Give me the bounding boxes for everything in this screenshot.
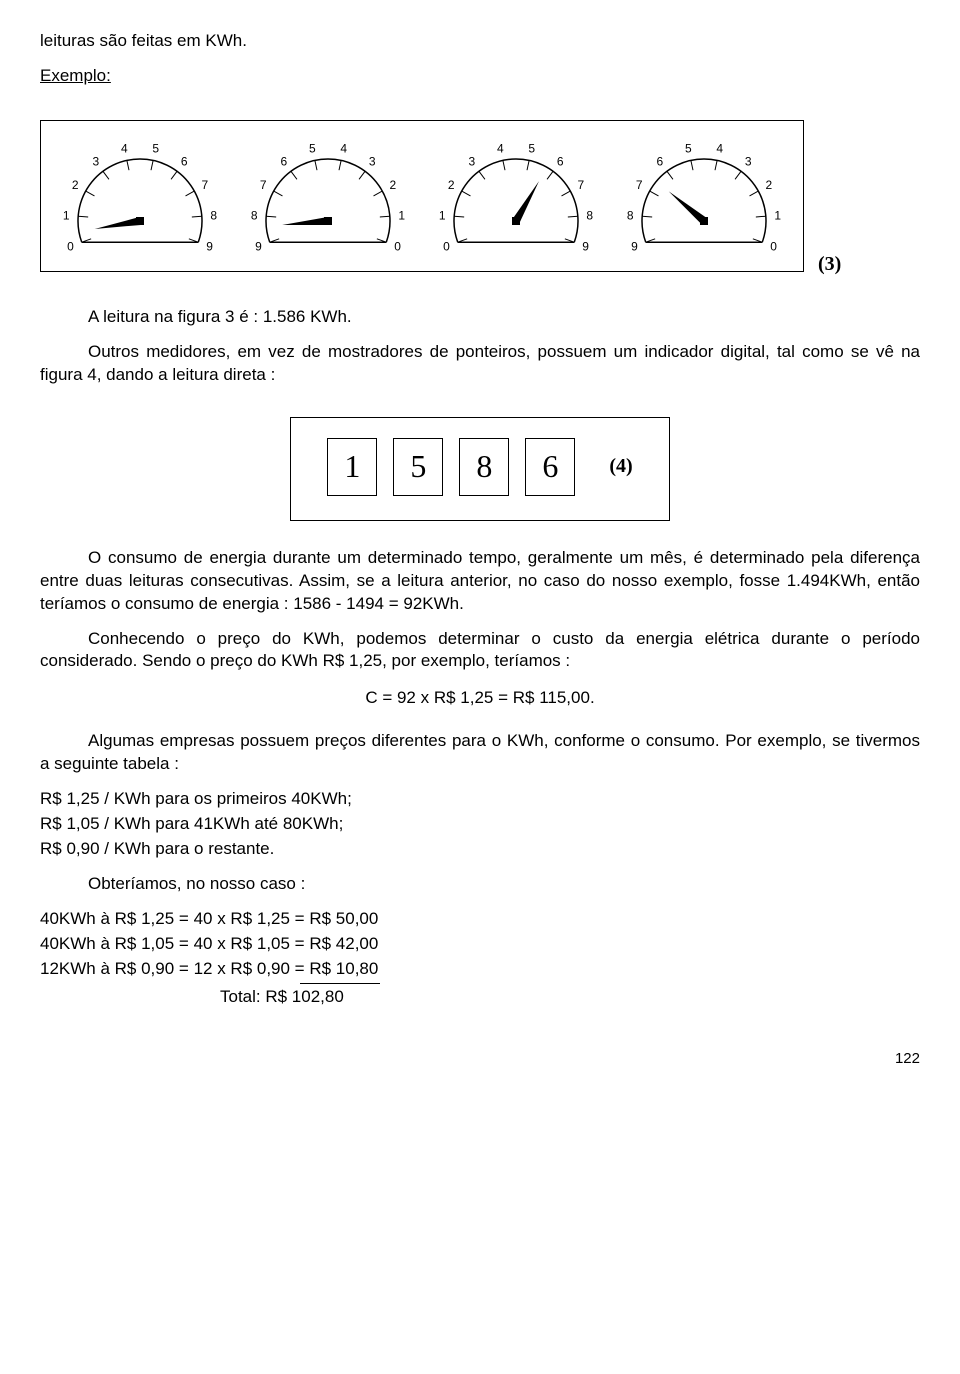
svg-text:5: 5 (152, 142, 159, 156)
svg-text:2: 2 (389, 178, 396, 192)
svg-text:8: 8 (251, 208, 258, 222)
gauge-row: 0123456789 0123456789 0123456789 0123456… (55, 131, 789, 261)
svg-text:6: 6 (656, 155, 663, 169)
calc-line-2: 40KWh à R$ 1,05 = 40 x R$ 1,05 = R$ 42,0… (40, 933, 920, 956)
gauge-dial-2: 0123456789 (243, 131, 413, 261)
digital-display-box: 1 5 8 6 (4) (290, 417, 669, 521)
svg-text:2: 2 (72, 178, 79, 192)
digital-intro-text: Outros medidores, em vez de mostradores … (40, 341, 920, 387)
svg-text:2: 2 (448, 178, 455, 192)
svg-text:1: 1 (774, 208, 781, 222)
svg-text:3: 3 (92, 155, 99, 169)
digital-row: 1 5 8 6 (4) (327, 438, 632, 496)
svg-text:1: 1 (63, 208, 70, 222)
svg-text:3: 3 (745, 155, 752, 169)
svg-text:0: 0 (394, 239, 401, 253)
gauge-box: 0123456789 0123456789 0123456789 0123456… (40, 120, 804, 272)
svg-text:5: 5 (685, 142, 692, 156)
svg-text:1: 1 (439, 208, 446, 222)
svg-text:5: 5 (309, 142, 316, 156)
svg-text:4: 4 (340, 142, 347, 156)
figure-3-label: (3) (818, 251, 841, 278)
svg-text:4: 4 (121, 142, 128, 156)
tier-1: R$ 1,25 / KWh para os primeiros 40KWh; (40, 788, 920, 811)
sum-divider (300, 983, 380, 984)
svg-text:4: 4 (716, 142, 723, 156)
svg-text:6: 6 (557, 155, 564, 169)
svg-text:5: 5 (528, 142, 535, 156)
gauge-dial-4: 0123456789 (619, 131, 789, 261)
svg-text:9: 9 (631, 239, 638, 253)
gauge-dial-3: 0123456789 (431, 131, 601, 261)
reading-result: A leitura na figura 3 é : 1.586 KWh. (40, 306, 920, 329)
svg-text:1: 1 (398, 208, 405, 222)
table-intro-text: Algumas empresas possuem preços diferent… (40, 730, 920, 776)
svg-text:9: 9 (255, 239, 262, 253)
figure-3-row: 0123456789 0123456789 0123456789 0123456… (40, 100, 920, 278)
calc-line-1: 40KWh à R$ 1,25 = 40 x R$ 1,25 = R$ 50,0… (40, 908, 920, 931)
svg-text:8: 8 (586, 208, 593, 222)
tier-2: R$ 1,05 / KWh para 41KWh até 80KWh; (40, 813, 920, 836)
digit-1: 1 (327, 438, 377, 496)
digit-2: 5 (393, 438, 443, 496)
calc-line-3: 12KWh à R$ 0,90 = 12 x R$ 0,90 = R$ 10,8… (40, 958, 920, 981)
svg-text:0: 0 (770, 239, 777, 253)
intro-text: leituras são feitas em KWh. (40, 30, 920, 53)
exemplo-heading: Exemplo: (40, 65, 920, 88)
consumption-text: O consumo de energia durante um determin… (40, 547, 920, 616)
svg-text:3: 3 (468, 155, 475, 169)
svg-text:9: 9 (206, 239, 213, 253)
svg-text:8: 8 (627, 208, 634, 222)
digit-4: 6 (525, 438, 575, 496)
svg-text:8: 8 (210, 208, 217, 222)
tier-3: R$ 0,90 / KWh para o restante. (40, 838, 920, 861)
page-number: 122 (40, 1049, 920, 1069)
total-line: Total: R$ 102,80 (220, 986, 920, 1009)
svg-text:7: 7 (636, 178, 643, 192)
gauge-dial-1: 0123456789 (55, 131, 225, 261)
svg-text:4: 4 (497, 142, 504, 156)
obter-text: Obteríamos, no nosso caso : (40, 873, 920, 896)
figure-4-label: (4) (609, 453, 632, 480)
svg-text:7: 7 (577, 178, 584, 192)
equation: C = 92 x R$ 1,25 = R$ 115,00. (40, 687, 920, 710)
svg-text:6: 6 (181, 155, 188, 169)
svg-text:6: 6 (280, 155, 287, 169)
svg-text:9: 9 (582, 239, 589, 253)
price-text: Conhecendo o preço do KWh, podemos deter… (40, 628, 920, 674)
svg-text:2: 2 (765, 178, 772, 192)
svg-text:7: 7 (260, 178, 267, 192)
svg-text:0: 0 (443, 239, 450, 253)
svg-text:0: 0 (67, 239, 74, 253)
digit-3: 8 (459, 438, 509, 496)
svg-text:3: 3 (369, 155, 376, 169)
svg-text:7: 7 (201, 178, 208, 192)
